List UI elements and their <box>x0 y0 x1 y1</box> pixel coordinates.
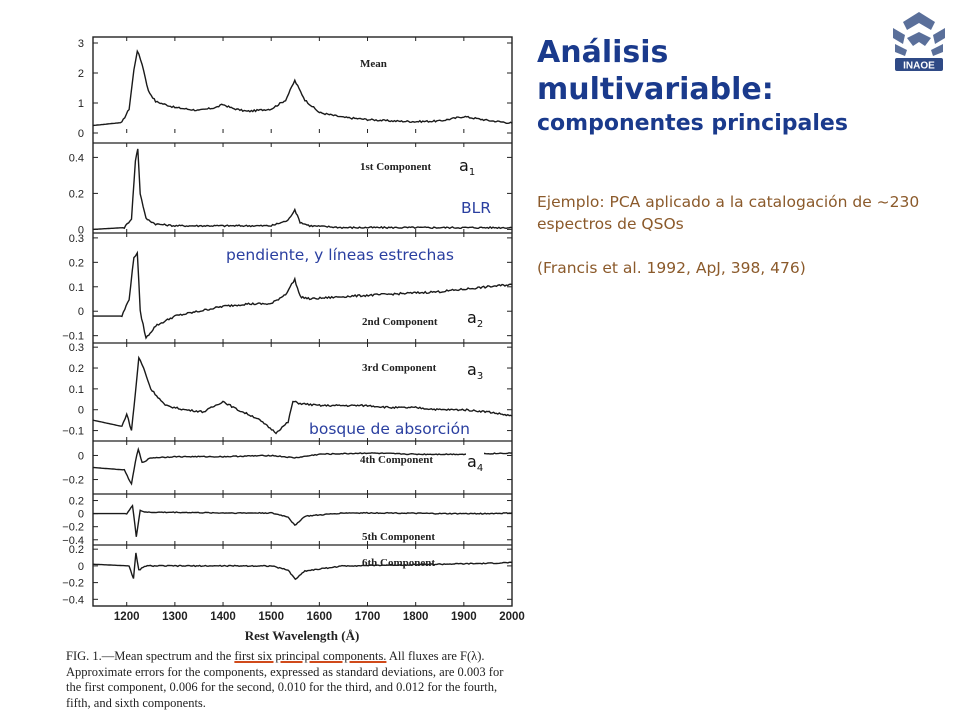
series-line-panel-5 <box>92 446 513 486</box>
y-tick-label: 0 <box>78 561 84 573</box>
series-line-panel-7 <box>92 552 513 581</box>
y-tick-label: 0.3 <box>69 342 84 354</box>
caption-rest: All fluxes are F(λ). Approximate errors … <box>66 649 504 710</box>
y-tick-label: −0.2 <box>62 578 84 590</box>
plot-frame <box>92 36 513 607</box>
series-line-panel-3 <box>93 250 513 340</box>
panel-label: 1st Component <box>360 161 432 173</box>
x-tick-label: 1300 <box>162 611 188 623</box>
y-tick-label: 0 <box>78 128 84 140</box>
y-tick-label: 0 <box>78 224 84 236</box>
series-line-panel-6 <box>93 504 513 537</box>
caption-underlined: first six principal components. <box>234 649 387 663</box>
coefficient-a4: a4 <box>466 452 485 475</box>
inaoe-logo: INAOE <box>893 12 945 72</box>
logo-text: INAOE <box>903 61 935 72</box>
coef-a4-sub: 4 <box>476 463 484 475</box>
x-tick-label: 1400 <box>210 611 236 623</box>
panel-label: 5th Component <box>362 531 435 543</box>
y-tick-label: 0 <box>78 405 84 417</box>
y-tick-label: 3 <box>78 38 84 50</box>
reference-text: (Francis et al. 1992, ApJ, 398, 476) <box>537 259 806 277</box>
slide-title: Análisis multivariable: <box>537 34 774 108</box>
series-line-panel-1 <box>92 49 513 127</box>
x-tick-label: 1800 <box>403 611 429 623</box>
y-tick-label: 0.4 <box>69 152 84 164</box>
coef-a2-letter: a <box>467 308 477 327</box>
y-tick-label: 0.2 <box>69 363 84 375</box>
panel-label: 4th Component <box>360 454 433 466</box>
title-line-1: Análisis <box>537 35 669 70</box>
y-tick-label: 0 <box>78 509 84 521</box>
figure-caption: FIG. 1.—Mean spectrum and the first six … <box>66 649 516 711</box>
y-tick-label: 0.2 <box>69 257 84 269</box>
coef-a2-sub: 2 <box>476 319 484 331</box>
y-tick-label: 0.2 <box>69 544 84 556</box>
panel-label: 2nd Component <box>362 316 438 328</box>
y-tick-label: −0.1 <box>62 426 84 438</box>
example-text: Ejemplo: PCA aplicado a la catalogación … <box>537 193 920 233</box>
coef-a4-letter: a <box>467 452 477 471</box>
x-tick-label: 1200 <box>114 611 140 623</box>
series-line-panel-4 <box>92 355 513 435</box>
y-tick-label: −0.2 <box>62 475 84 487</box>
coefficient-a2: a2 <box>466 308 485 331</box>
panel-label: Mean <box>360 58 387 70</box>
y-tick-label: −0.4 <box>62 535 84 547</box>
title-line-2: multivariable: <box>537 72 774 107</box>
x-tick-label: 2000 <box>499 611 525 623</box>
x-tick-label: 1500 <box>258 611 284 623</box>
annotation-slope-narrow-lines: pendiente, y líneas estrechas <box>224 246 456 264</box>
y-tick-label: 0 <box>78 306 84 318</box>
annotation-absorption-forest: bosque de absorción <box>307 420 472 438</box>
x-tick-label: 1900 <box>451 611 477 623</box>
y-tick-label: −0.4 <box>62 594 84 606</box>
y-tick-label: 0.2 <box>69 496 84 508</box>
y-tick-label: 1 <box>78 98 84 110</box>
series-line-panel-2 <box>92 148 513 231</box>
coefficient-a1: a1 <box>458 156 477 179</box>
y-tick-label: 0.3 <box>69 233 84 245</box>
coef-a1-sub: 1 <box>468 167 476 179</box>
panel-label: 3rd Component <box>362 362 437 374</box>
caption-prefix: FIG. 1.—Mean spectrum and the <box>66 649 235 663</box>
y-tick-label: 2 <box>78 68 84 80</box>
y-tick-label: 0.2 <box>69 188 84 200</box>
x-tick-label: 1600 <box>307 611 333 623</box>
y-tick-label: 0.1 <box>69 282 84 294</box>
coef-a3-letter: a <box>467 360 477 379</box>
coef-a3-sub: 3 <box>476 371 484 383</box>
y-tick-label: 0 <box>78 450 84 462</box>
panel-label: 6th Component <box>362 557 435 569</box>
y-tick-label: 0.1 <box>69 384 84 396</box>
coefficient-a3: a3 <box>466 360 485 383</box>
slide-subtitle: componentes principales <box>537 111 848 136</box>
x-axis-label: Rest Wavelength (Å) <box>245 628 360 643</box>
x-tick-label: 1700 <box>355 611 381 623</box>
coef-a1-letter: a <box>459 156 469 175</box>
y-tick-label: −0.2 <box>62 522 84 534</box>
annotation-blr: BLR <box>459 199 494 217</box>
y-tick-label: −0.1 <box>62 331 84 343</box>
